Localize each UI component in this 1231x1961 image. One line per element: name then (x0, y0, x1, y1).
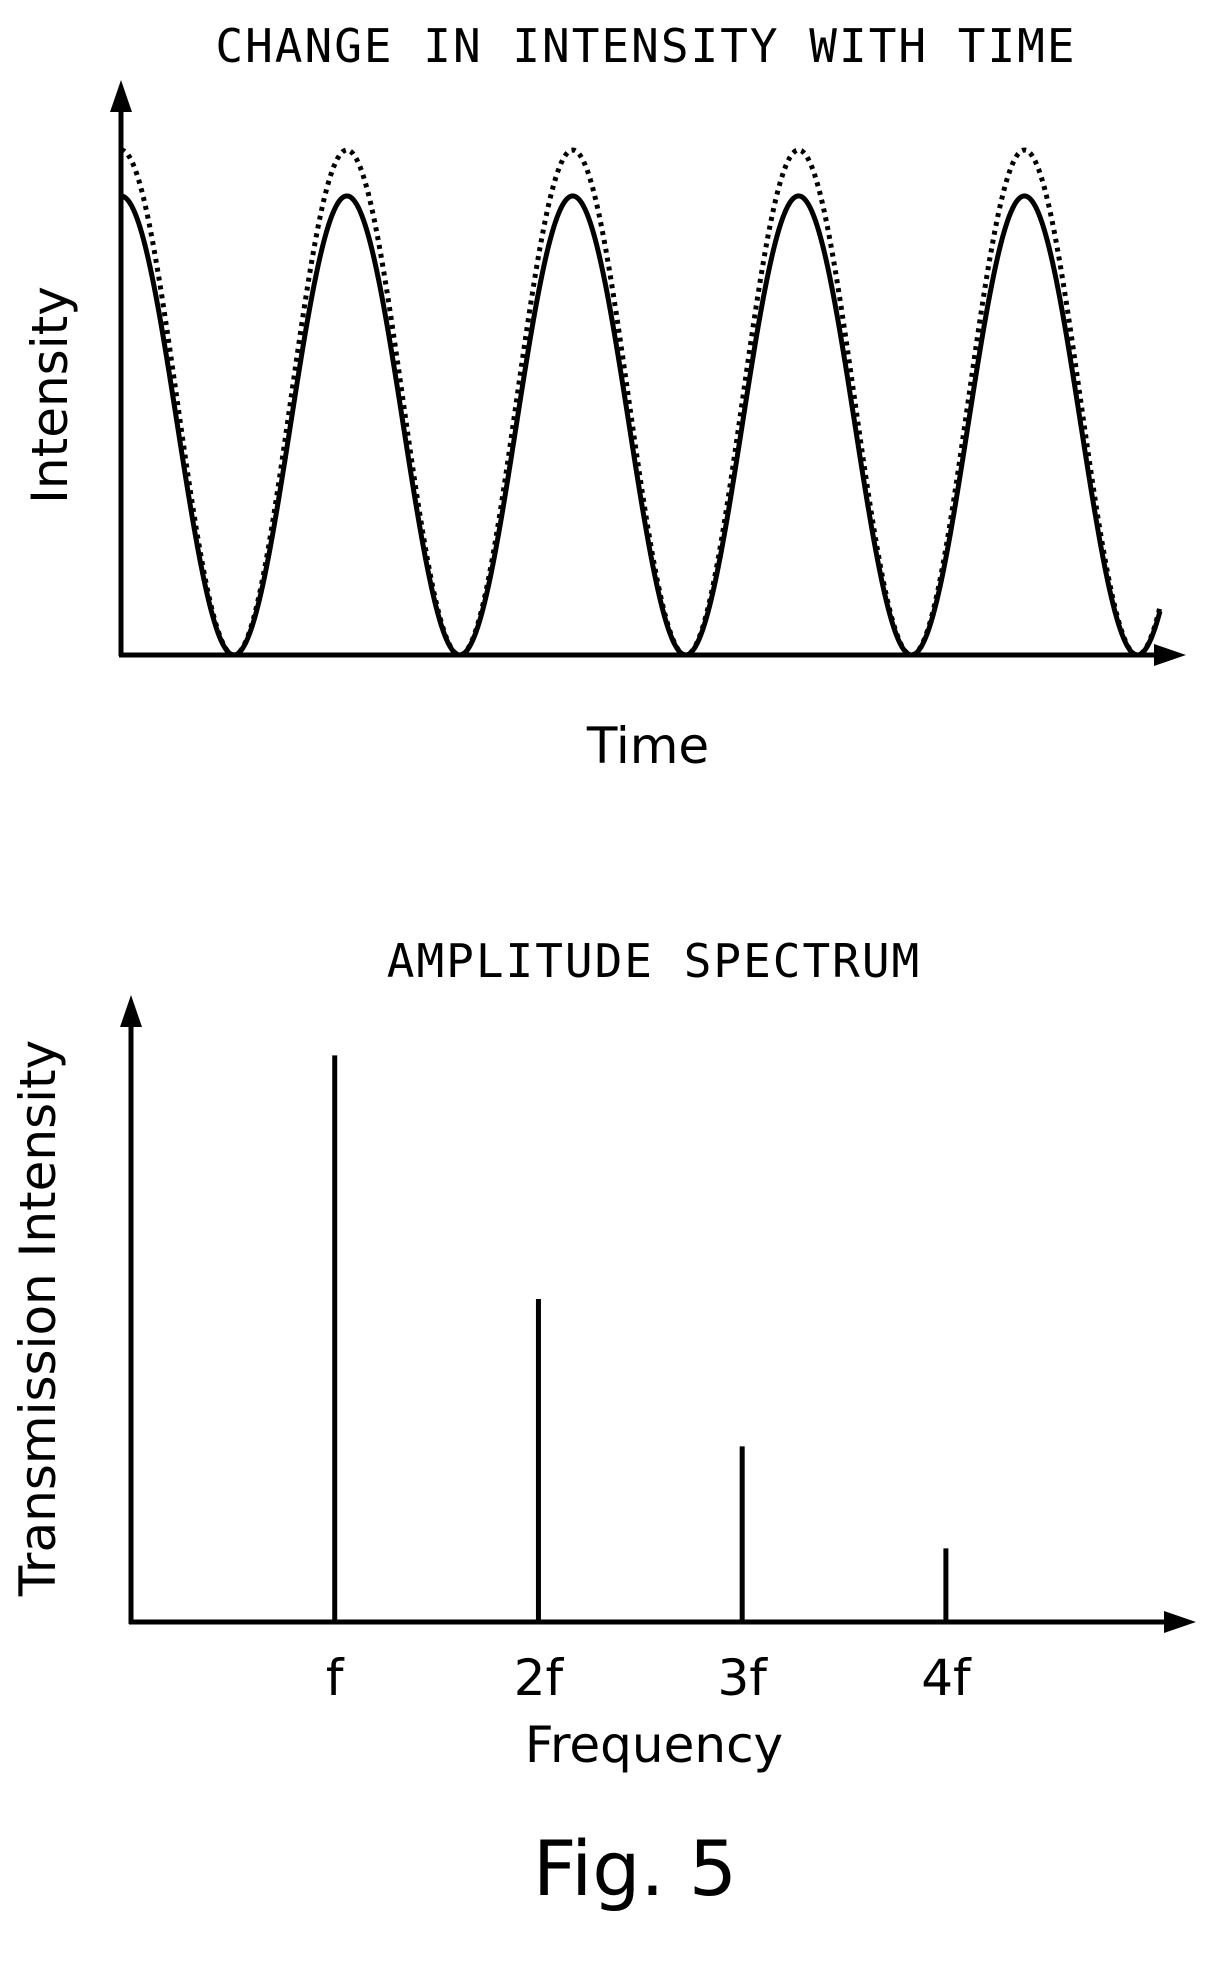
chart2-y-axis-arrow (120, 995, 142, 1027)
chart2-x-axis-arrow (1164, 1611, 1196, 1633)
intensity-time-chart: CHANGE IN INTENSITY WITH TIME Intensity … (21, 19, 1186, 775)
spectrum-lines (332, 1055, 949, 1622)
chart2-x-label: Frequency (525, 1716, 783, 1774)
chart2-y-label: Transmission Intensity (9, 1040, 67, 1598)
chart1-x-label: Time (586, 717, 709, 775)
chart1-x-axis-arrow (1154, 644, 1186, 666)
amplitude-spectrum-chart: AMPLITUDE SPECTRUM f 2f 3f 4f Transmission … (9, 934, 1196, 1774)
tick-label-4f: 4f (921, 1649, 972, 1707)
chart1-title: CHANGE IN INTENSITY WITH TIME (215, 19, 1076, 73)
spectrum-tick-labels: f 2f 3f 4f (326, 1649, 972, 1707)
chart1-series-dotted (120, 147, 1163, 658)
figure-caption: Fig. 5 (533, 1824, 737, 1913)
tick-label-3f: 3f (717, 1649, 768, 1707)
chart1-series-solid (120, 193, 1163, 658)
chart2-title: AMPLITUDE SPECTRUM (387, 934, 922, 988)
chart1-y-label: Intensity (21, 286, 79, 504)
tick-label-2f: 2f (514, 1649, 565, 1707)
chart1-y-axis-arrow (110, 80, 132, 112)
tick-label-f: f (326, 1649, 345, 1707)
